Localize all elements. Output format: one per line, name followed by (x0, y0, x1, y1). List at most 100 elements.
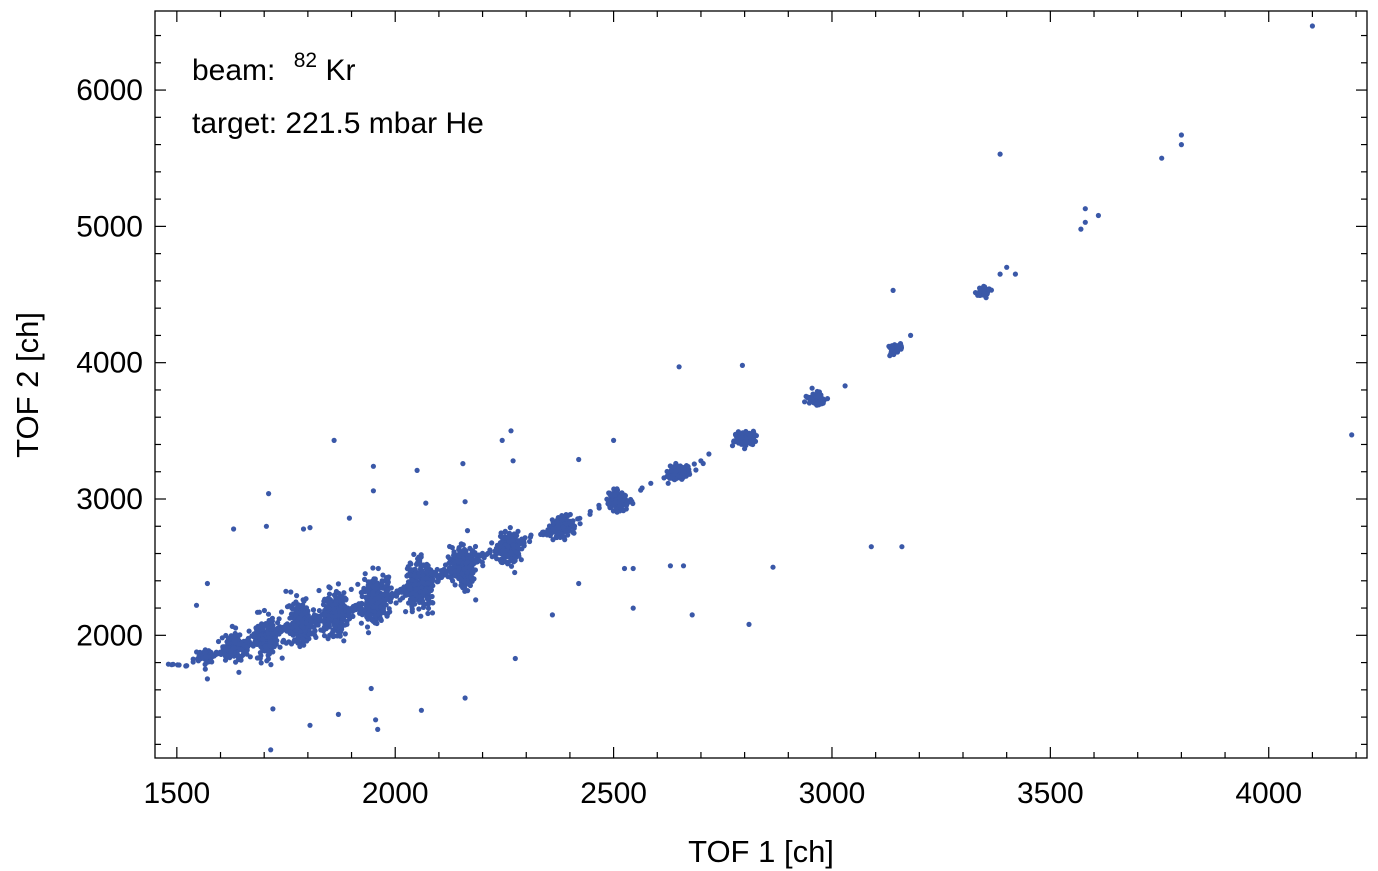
data-point (264, 646, 270, 653)
data-point (257, 655, 263, 661)
data-point (183, 663, 189, 669)
data-point (383, 602, 389, 608)
data-point (247, 654, 253, 660)
beam-element: Kr (325, 54, 355, 87)
data-point (238, 640, 244, 647)
data-point (270, 706, 276, 712)
data-point (368, 599, 374, 606)
data-point (403, 589, 409, 595)
data-point (515, 544, 521, 551)
y-axis-label: TOF 2 [ch] (10, 312, 45, 458)
data-point (330, 602, 336, 608)
data-point (246, 628, 252, 634)
data-point (278, 609, 285, 615)
data-point (891, 351, 897, 357)
data-point (223, 647, 229, 653)
data-point (577, 521, 583, 527)
data-point (438, 572, 444, 578)
data-point (283, 588, 289, 594)
data-point (894, 347, 901, 353)
data-point (511, 531, 517, 537)
data-point (522, 535, 528, 541)
data-point (452, 582, 458, 588)
data-point (331, 606, 337, 612)
data-point (270, 649, 276, 655)
data-point (461, 566, 467, 572)
data-point (365, 630, 372, 636)
data-point (689, 612, 695, 618)
data-point (806, 400, 813, 406)
data-point (165, 661, 171, 667)
data-point (458, 582, 464, 588)
data-point (464, 528, 471, 534)
y-tick-label: 4000 (76, 347, 143, 380)
data-point (427, 586, 433, 592)
data-point (489, 554, 495, 560)
data-point (691, 461, 697, 467)
y-tick-label: 3000 (76, 483, 143, 516)
data-point (190, 656, 196, 662)
data-point (356, 601, 362, 607)
data-point (296, 615, 302, 621)
data-point (370, 618, 376, 624)
data-point (275, 620, 281, 626)
data-point (295, 637, 301, 643)
data-point (222, 657, 229, 663)
data-point (358, 620, 364, 626)
data-point (460, 461, 466, 467)
data-point (299, 619, 305, 625)
data-point (372, 613, 378, 619)
data-point (332, 624, 338, 630)
data-point (415, 573, 422, 579)
data-point (254, 609, 261, 615)
data-point (455, 568, 461, 575)
data-point (510, 542, 516, 548)
data-point (413, 561, 420, 568)
data-point (284, 628, 290, 634)
data-point (304, 638, 310, 644)
data-point (527, 538, 533, 545)
data-point (378, 616, 384, 622)
data-point (260, 623, 266, 629)
data-point (442, 562, 449, 568)
data-point (667, 475, 673, 481)
data-point (808, 396, 815, 402)
data-point (676, 364, 682, 370)
data-point (614, 509, 620, 515)
data-point (448, 569, 454, 575)
data-point (494, 542, 500, 549)
data-point (555, 522, 562, 529)
data-point (300, 526, 307, 532)
data-point (479, 559, 485, 565)
data-point (515, 528, 521, 535)
data-point (424, 595, 431, 601)
data-point (403, 609, 409, 615)
data-point (261, 607, 267, 614)
data-point (364, 624, 371, 630)
data-point (510, 458, 516, 464)
data-point (612, 499, 619, 506)
data-point (223, 632, 229, 639)
data-point (667, 563, 674, 569)
data-point (809, 385, 815, 391)
data-point (693, 467, 699, 473)
data-point (425, 580, 431, 586)
data-point (202, 666, 208, 672)
data-point (565, 532, 571, 538)
data-point (357, 606, 363, 612)
data-point (565, 512, 572, 518)
data-point (423, 500, 429, 506)
data-point (550, 537, 556, 543)
data-point (1004, 264, 1010, 270)
data-point (680, 563, 687, 569)
data-point (746, 432, 753, 438)
data-point (587, 511, 593, 517)
data-point (341, 590, 347, 596)
data-point (202, 649, 208, 655)
data-point (514, 550, 521, 556)
data-point (735, 437, 741, 443)
data-point (405, 564, 411, 570)
data-point (288, 589, 294, 595)
data-point (611, 437, 617, 443)
